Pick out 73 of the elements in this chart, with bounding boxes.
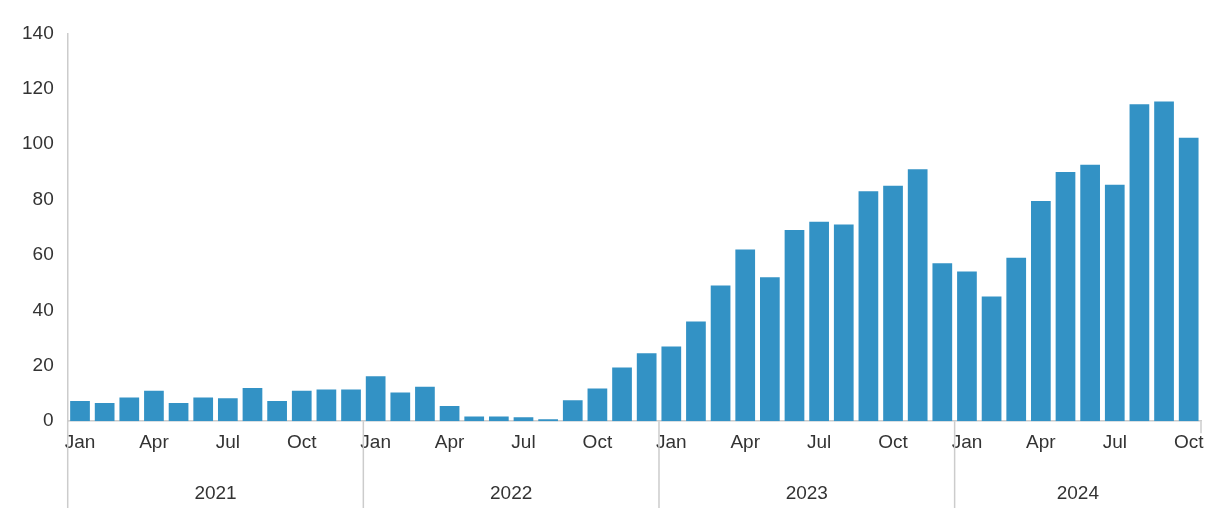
text: 2023 [785,482,828,504]
bar [415,386,435,422]
bar [119,397,140,422]
bar [316,389,337,422]
y-tick-label: 80 [32,187,54,209]
bar [833,224,854,422]
bar [267,400,287,422]
bar [1178,137,1199,422]
bar [957,271,977,422]
text: 2021 [194,482,237,504]
x-tick-label: Jan [655,430,687,452]
bar [809,221,829,422]
bar [981,296,1002,422]
x-tick-label: Jan [951,430,983,452]
y-tick-label: 40 [32,298,54,320]
x-tick-label: Jan [64,430,96,452]
bar [1031,200,1051,422]
x-tick-label: Jul [511,430,536,452]
x-tick-label: Jan [360,430,391,452]
x-tick-label: Oct [878,430,909,452]
bar [636,353,657,422]
bar [587,388,608,422]
bar [1080,164,1100,422]
bar [94,402,115,422]
y-tick-label: 140 [22,21,54,43]
y-tick-label: 60 [32,243,54,265]
bar [562,400,583,422]
bar [1104,184,1125,422]
bar [464,416,485,422]
bar [1129,104,1150,422]
x-tick-label: Apr [730,430,761,452]
bar [488,416,509,422]
x-tick-label: Oct [286,430,318,452]
bar [760,277,780,422]
bar [686,321,706,422]
bar [439,405,460,422]
bar [858,191,879,422]
bar [193,397,214,422]
bar [784,230,805,422]
x-tick-label: Apr [1026,430,1057,452]
x-tick-label: Jul [215,430,240,452]
x-tick-label: Apr [434,430,466,452]
bar [612,367,632,422]
bar [242,387,263,422]
bar [70,400,90,422]
x-tick-label: Jul [1102,430,1127,452]
x-tick-label: Oct [1173,430,1205,452]
bar [1006,257,1027,422]
bar [710,285,731,422]
bar [932,263,953,422]
text: 2022 [490,482,533,504]
bar [883,185,903,422]
bar [217,398,238,422]
bar [735,249,756,422]
bar [365,376,386,422]
bar [341,389,361,422]
y-tick-label: 120 [22,77,54,99]
bar [907,169,928,422]
bar [1154,101,1174,422]
bar [144,390,164,422]
bar [1055,171,1076,422]
bar [168,402,189,422]
bar [661,346,682,422]
bar [291,390,312,422]
x-tick-label: Jul [806,430,832,452]
bar [390,392,411,422]
x-tick-label: Apr [139,430,170,452]
y-tick-label: 20 [32,354,54,376]
y-tick-label: 0 [43,409,54,431]
bar [513,417,534,422]
x-tick-label: Oct [582,430,613,452]
text: 2024 [1056,482,1100,504]
y-tick-label: 100 [22,132,54,154]
